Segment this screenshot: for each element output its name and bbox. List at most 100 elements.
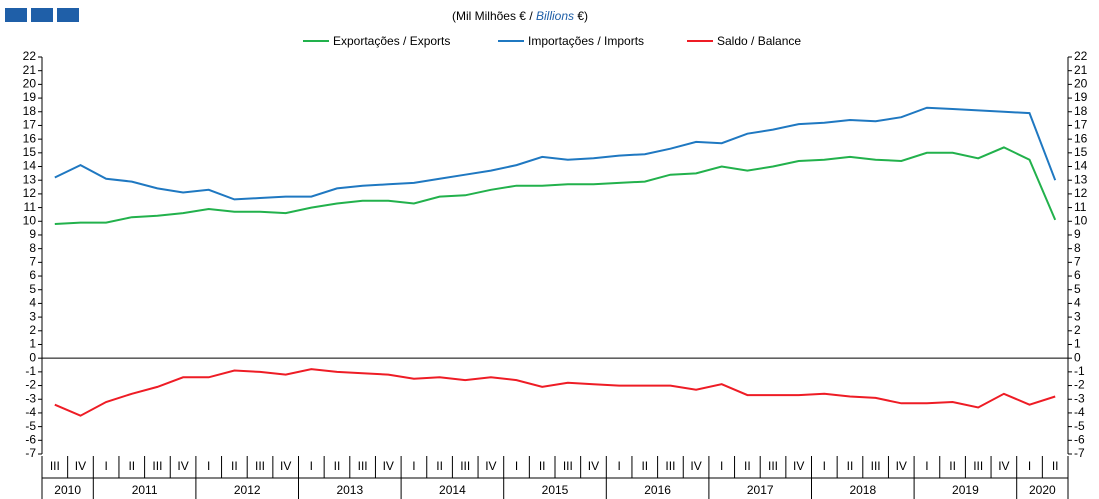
x-tick-label: III (255, 459, 265, 473)
x-tick-label: IV (383, 459, 394, 473)
x-tick-label: II (539, 459, 546, 473)
y-tick-label: 14 (23, 159, 37, 173)
y-tick-label: -1 (25, 364, 36, 378)
y2-tick-label: 10 (1074, 213, 1088, 227)
x-tick-label: IV (485, 459, 496, 473)
y2-tick-label: 22 (1074, 49, 1088, 63)
y-tick-label: 22 (23, 49, 37, 63)
y2-tick-label: 0 (1074, 350, 1081, 364)
y-tick-label: -3 (25, 391, 36, 405)
logo (5, 8, 79, 22)
y2-tick-label: 5 (1074, 282, 1081, 296)
y2-tick-label: 12 (1074, 186, 1088, 200)
y-tick-label: 8 (29, 241, 36, 255)
y2-tick-label: 7 (1074, 255, 1081, 269)
year-label: 2020 (1029, 483, 1056, 497)
y-tick-label: 7 (29, 255, 36, 269)
x-tick-label: III (665, 459, 675, 473)
y2-tick-label: 9 (1074, 227, 1081, 241)
x-tick-label: I (720, 459, 723, 473)
y2-tick-label: 4 (1074, 296, 1081, 310)
x-tick-label: IV (75, 459, 86, 473)
y-tick-label: 9 (29, 227, 36, 241)
x-tick-label: I (207, 459, 210, 473)
series-line (54, 368, 1056, 417)
y-tick-label: 20 (23, 77, 37, 91)
x-tick-label: III (871, 459, 881, 473)
y2-tick-label: 14 (1074, 159, 1088, 173)
y-tick-label: 5 (29, 282, 36, 296)
year-label: 2010 (54, 483, 81, 497)
x-tick-label: IV (280, 459, 291, 473)
x-tick-label: III (973, 459, 983, 473)
x-tick-label: IV (690, 459, 701, 473)
y-tick-label: 0 (29, 350, 36, 364)
y2-tick-label: 18 (1074, 104, 1088, 118)
x-tick-label: IV (588, 459, 599, 473)
x-tick-label: II (334, 459, 341, 473)
y2-tick-label: -3 (1074, 391, 1085, 405)
y-tick-label: 13 (23, 172, 37, 186)
y2-tick-label: 21 (1074, 63, 1088, 77)
y-tick-label: -2 (25, 378, 36, 392)
x-tick-label: II (744, 459, 751, 473)
y2-tick-label: -1 (1074, 364, 1085, 378)
x-tick-label: I (1028, 459, 1031, 473)
legend-label: Importações / Imports (528, 34, 644, 48)
x-tick-label: III (50, 459, 60, 473)
year-label: 2019 (952, 483, 979, 497)
x-tick-label: I (104, 459, 107, 473)
year-label: 2015 (542, 483, 569, 497)
y-tick-label: 19 (23, 90, 37, 104)
x-tick-label: III (358, 459, 368, 473)
y2-tick-label: 13 (1074, 172, 1088, 186)
y2-tick-label: 17 (1074, 118, 1088, 132)
x-tick-label: IV (793, 459, 804, 473)
y2-tick-label: 11 (1074, 200, 1087, 214)
y2-tick-label: 2 (1074, 323, 1081, 337)
x-tick-label: I (617, 459, 620, 473)
x-tick-label: I (823, 459, 826, 473)
x-tick-label: I (412, 459, 415, 473)
y-tick-label: 16 (23, 131, 37, 145)
x-tick-label: II (1052, 459, 1059, 473)
y2-tick-label: 15 (1074, 145, 1088, 159)
year-label: 2012 (234, 483, 261, 497)
y-tick-label: 10 (23, 213, 37, 227)
x-tick-label: IV (177, 459, 188, 473)
y2-tick-label: 16 (1074, 131, 1088, 145)
x-tick-label: II (436, 459, 443, 473)
y2-tick-label: 20 (1074, 77, 1088, 91)
legend-label: Exportações / Exports (333, 34, 450, 48)
y-tick-label: 2 (29, 323, 36, 337)
x-tick-label: III (460, 459, 470, 473)
y2-tick-label: -6 (1074, 432, 1085, 446)
x-tick-label: I (515, 459, 518, 473)
y-tick-label: 3 (29, 309, 36, 323)
y-tick-label: 17 (23, 118, 37, 132)
y2-tick-label: 1 (1074, 337, 1081, 351)
x-tick-label: I (925, 459, 928, 473)
y-tick-label: 18 (23, 104, 37, 118)
legend-label: Saldo / Balance (717, 34, 801, 48)
y-tick-label: -4 (25, 405, 36, 419)
x-tick-label: IV (896, 459, 907, 473)
x-tick-label: II (231, 459, 238, 473)
x-tick-label: III (563, 459, 573, 473)
x-tick-label: II (641, 459, 648, 473)
x-tick-label: II (128, 459, 135, 473)
y2-tick-label: 19 (1074, 90, 1088, 104)
y2-tick-label: -4 (1074, 405, 1085, 419)
y-tick-label: 6 (29, 268, 36, 282)
year-label: 2014 (439, 483, 466, 497)
y-tick-label: 12 (23, 186, 37, 200)
y2-tick-label: 3 (1074, 309, 1081, 323)
x-tick-label: III (768, 459, 778, 473)
y-tick-label: 11 (24, 200, 37, 214)
y-tick-label: -5 (25, 419, 36, 433)
y-tick-label: -6 (25, 432, 36, 446)
x-tick-label: IV (998, 459, 1009, 473)
y-tick-label: 21 (23, 63, 37, 77)
x-tick-label: I (310, 459, 313, 473)
series-line (54, 146, 1057, 225)
